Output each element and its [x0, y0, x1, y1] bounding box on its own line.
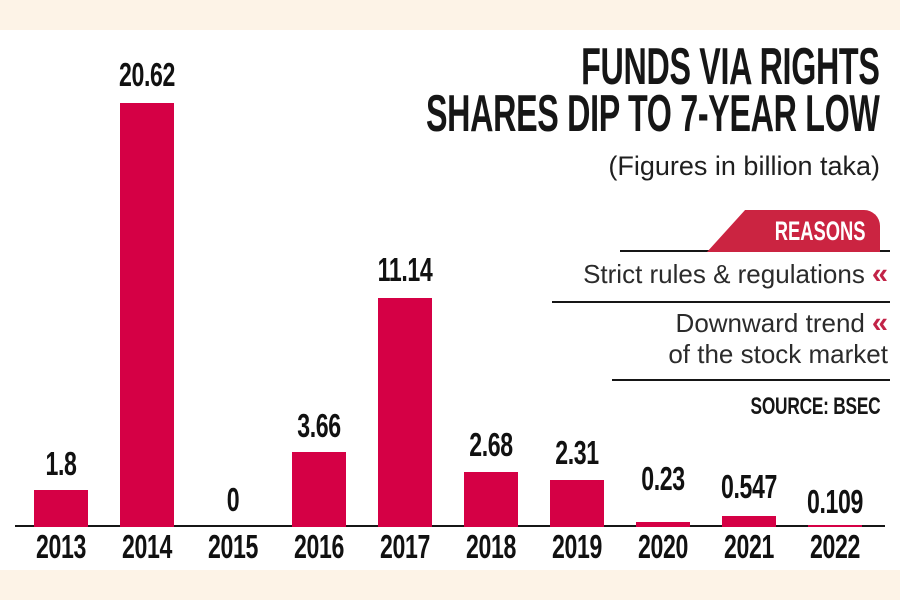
source-label: SOURCE: BSEC — [750, 393, 880, 420]
bar-2022 — [808, 525, 862, 527]
x-axis-label-2019: 2019 — [551, 528, 602, 565]
reason-item-2: Downward trend « of the stock market — [668, 308, 888, 370]
page-subtitle: (Figures in billion taka) — [608, 151, 880, 181]
reason-item-1: Strict rules & regulations « — [583, 259, 888, 290]
double-chevron-left-icon: « — [871, 307, 888, 339]
bar-value-label-2020: 0.23 — [641, 460, 685, 497]
reason-item-2-text-line2: of the stock market — [668, 339, 888, 369]
bar-value-label-2022: 0.109 — [806, 483, 864, 520]
bar-value-label-2019: 2.31 — [555, 434, 599, 471]
x-axis-label-2018: 2018 — [465, 528, 516, 565]
bar-value-label-2014: 20.62 — [118, 56, 176, 93]
double-chevron-left-icon: « — [871, 258, 888, 290]
x-axis-label-2016: 2016 — [293, 528, 344, 565]
reasons-badge-label: REASONS — [775, 215, 866, 246]
bar-2019 — [550, 480, 604, 527]
x-axis-label-2020: 2020 — [637, 528, 688, 565]
bar-value-label-2021: 0.547 — [720, 468, 778, 505]
page-title-line2: SHARES DIP TO 7-YEAR LOW — [426, 85, 880, 143]
reason-item-2-text-line1: Downward trend — [675, 308, 865, 338]
bar-2014 — [120, 103, 174, 527]
x-axis-label-2015: 2015 — [207, 528, 258, 565]
bar-value-label-2013: 1.8 — [45, 445, 77, 482]
x-axis-label-2021: 2021 — [723, 528, 774, 565]
page-title: FUNDS VIA RIGHTS SHARES DIP TO 7-YEAR LO… — [426, 38, 881, 143]
bar-2020 — [636, 522, 690, 527]
bar-2016 — [292, 452, 346, 527]
x-axis-label-2017: 2017 — [379, 528, 430, 565]
separator-line-2 — [552, 301, 890, 303]
bar-2018 — [464, 472, 518, 527]
reasons-badge: REASONS — [707, 210, 880, 252]
page-title-line1: FUNDS VIA RIGHTS — [581, 38, 881, 96]
bar-value-label-2017: 11.14 — [377, 251, 433, 288]
bar-2017 — [378, 298, 432, 527]
x-axis-line — [15, 525, 885, 527]
bottom-accent-strip — [0, 570, 900, 600]
bar-2021 — [722, 516, 776, 527]
x-axis-label-2022: 2022 — [809, 528, 860, 565]
x-axis-label-2014: 2014 — [121, 528, 172, 565]
separator-line-3 — [612, 379, 890, 381]
bar-2013 — [34, 490, 88, 527]
reason-item-1-text: Strict rules & regulations — [583, 259, 865, 289]
bar-value-label-2015: 0 — [226, 481, 240, 518]
x-axis-label-2013: 2013 — [35, 528, 86, 565]
top-accent-strip — [0, 0, 900, 30]
bar-value-label-2018: 2.68 — [469, 426, 513, 463]
bar-value-label-2016: 3.66 — [297, 407, 341, 444]
